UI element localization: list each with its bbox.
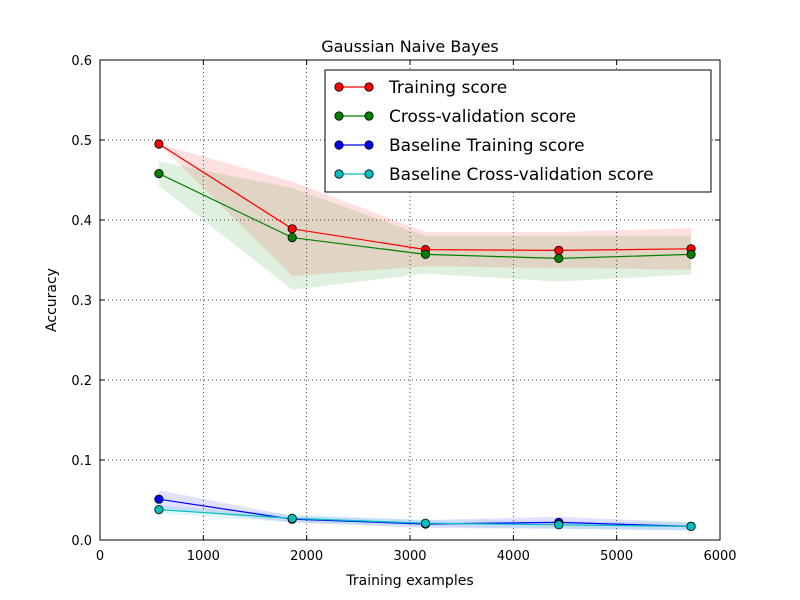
y-tick-label: 0.1	[71, 454, 92, 469]
x-tick-label: 2000	[290, 549, 323, 564]
legend-label: Cross-validation score	[389, 107, 576, 127]
x-axis-label: Training examples	[345, 573, 473, 589]
data-point-series-1	[554, 253, 564, 263]
x-tick-label: 1000	[187, 549, 220, 564]
data-point-series-1	[420, 249, 431, 259]
data-point-series-0	[287, 224, 297, 234]
legend-label: Baseline Cross-validation score	[389, 165, 654, 185]
legend: Training score Cross-validation score Base…	[324, 69, 712, 193]
legend-marker	[364, 82, 374, 92]
data-point-series-3	[154, 504, 164, 515]
data-point-series-3	[287, 513, 297, 524]
chart-title: Gaussian Naive Bayes	[321, 37, 499, 56]
data-point-series-1	[287, 233, 297, 243]
data-point-series-3	[554, 520, 564, 530]
legend-marker	[334, 140, 344, 150]
x-tick-label: 3000	[393, 549, 426, 564]
y-axis-label: Accuracy	[44, 268, 60, 332]
x-tick-label: 5000	[600, 549, 633, 564]
x-tick-label: 4000	[497, 549, 530, 564]
x-tick-label: 6000	[703, 549, 736, 564]
y-tick-label: 0.4	[71, 214, 92, 229]
legend-marker	[364, 111, 374, 121]
data-point-series-3	[420, 518, 431, 528]
data-point-series-2	[154, 494, 164, 504]
data-point-series-1	[154, 169, 164, 179]
data-point-series-3	[686, 521, 696, 532]
legend-marker	[334, 169, 344, 179]
y-tick-label: 0.5	[71, 134, 92, 149]
data-point-series-0	[154, 139, 164, 149]
y-tick-label: 0.0	[71, 534, 92, 549]
y-tick-label: 0.6	[71, 54, 92, 69]
legend-marker	[334, 82, 344, 92]
legend-label: Baseline Training score	[389, 136, 585, 156]
legend-marker	[364, 140, 374, 150]
legend-marker	[364, 169, 374, 179]
data-point-series-1	[686, 249, 696, 259]
legend-box	[324, 69, 712, 193]
legend-marker	[334, 111, 344, 121]
legend-label: Training score	[388, 78, 507, 98]
data-point-series-0	[554, 245, 564, 255]
series-markers	[154, 139, 696, 532]
y-tick-label: 0.3	[71, 294, 92, 309]
axis-ticks: 0 1000 2000 3000 4000 5000 6000 0.0 0.1 0.2 0.3 0.4…	[71, 54, 736, 564]
y-tick-label: 0.2	[71, 374, 92, 389]
confidence-band-series-0	[158, 144, 692, 276]
x-tick-label: 0	[96, 549, 104, 564]
